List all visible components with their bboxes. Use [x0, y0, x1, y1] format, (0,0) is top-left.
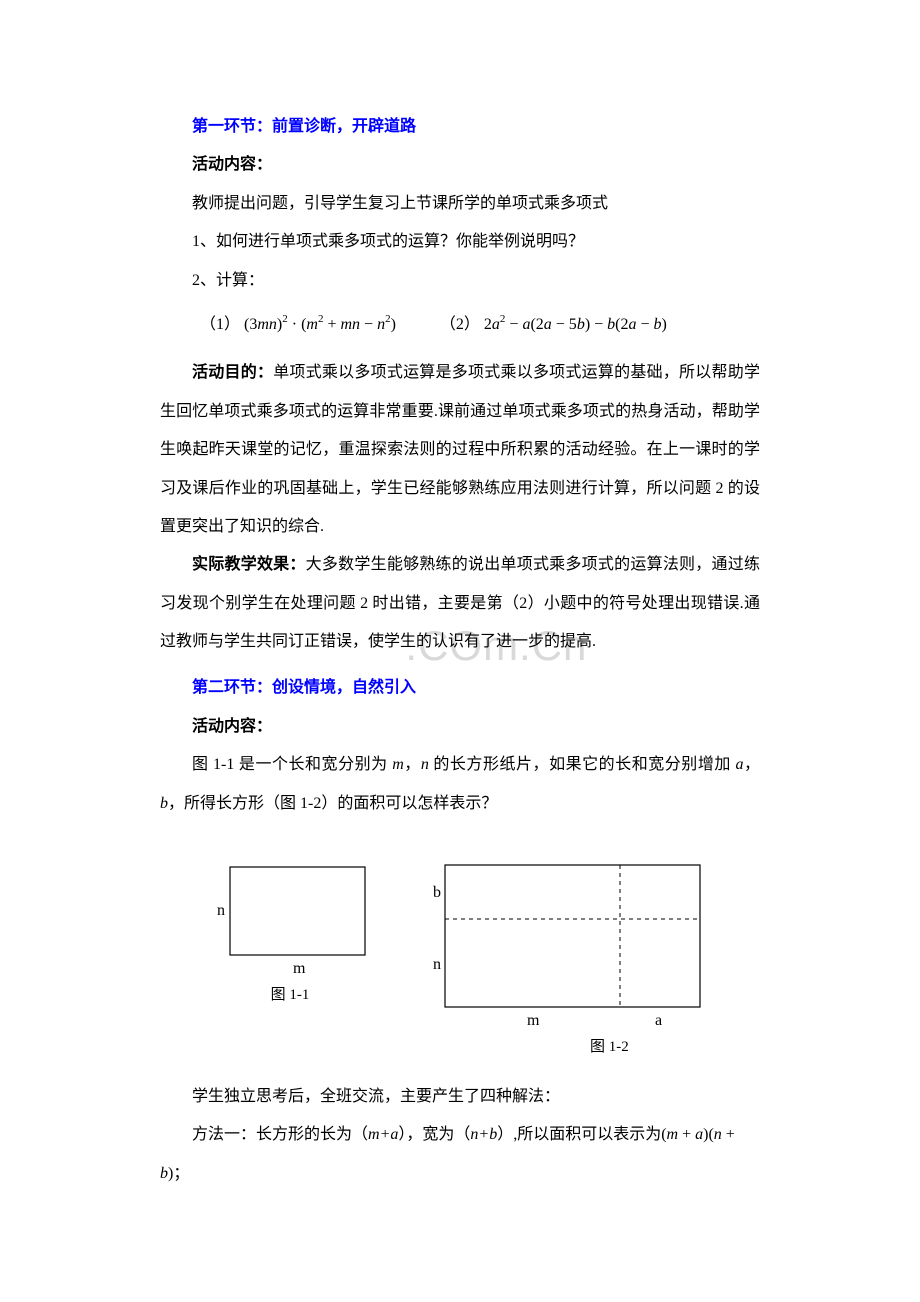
t: +	[722, 1126, 735, 1143]
question-2: 2、计算：	[160, 262, 760, 300]
t: )	[662, 316, 667, 333]
figure-1-1-caption: 图 1-1	[271, 983, 310, 1004]
t: −	[637, 316, 654, 333]
t: ，	[404, 756, 421, 773]
t: ）,所以面积可以表示为	[497, 1126, 661, 1143]
after-figures: 学生独立思考后，全班交流，主要产生了四种解法： 方法一：长方形的长为（m+a），…	[160, 1078, 760, 1193]
t: 图 1-1 是一个长和宽分别为	[192, 756, 392, 773]
t: n	[377, 316, 385, 333]
t: ，	[743, 756, 760, 773]
t: −	[360, 316, 377, 333]
t: b	[607, 316, 615, 333]
t: 2	[318, 313, 324, 325]
section2-intro: 图 1-1 是一个长和宽分别为 m，n 的长方形纸片，如果它的长和宽分别增加 a…	[160, 746, 760, 823]
teaching-effect: 实际教学效果：大多数学生能够熟练的说出单项式乘多项式的运算法则，通过练习发现个别…	[160, 546, 760, 661]
document-body: 第一环节：前置诊断，开辟道路 活动内容： 教师提出问题，引导学生复习上节课所学的…	[160, 108, 760, 823]
figure-1-2: b n m a 图 1-2	[425, 857, 715, 1056]
question-1: 1、如何进行单项式乘多项式的运算？你能举例说明吗？	[160, 223, 760, 261]
t: +	[323, 316, 340, 333]
figure-1-2-svg: b n m a	[425, 857, 715, 1029]
t: b	[160, 795, 168, 812]
t: 的长方形纸片，如果它的长和宽分别增加	[433, 756, 735, 773]
purpose-label: 活动目的：	[192, 364, 273, 381]
section1-intro: 教师提出问题，引导学生复习上节课所学的单项式乘多项式	[160, 185, 760, 223]
t: ），宽为（	[398, 1126, 470, 1143]
fig2-n-label: n	[433, 956, 441, 973]
t: (2	[530, 316, 543, 333]
section1-title: 第一环节：前置诊断，开辟道路	[160, 108, 760, 146]
t: m	[667, 1126, 679, 1143]
fig1-m-label: m	[293, 960, 306, 977]
discussion-intro: 学生独立思考后，全班交流，主要产生了四种解法：	[160, 1078, 760, 1116]
t: m	[392, 756, 404, 773]
t: )	[391, 316, 396, 333]
t: · (	[288, 316, 307, 333]
t: 2	[500, 313, 506, 325]
figure-1-1: n m 图 1-1	[205, 857, 375, 1056]
t: a	[544, 316, 552, 333]
t: − 5	[552, 316, 577, 333]
fig1-n-label: n	[217, 902, 225, 919]
activity-label-1: 活动内容：	[160, 146, 760, 184]
t: 方法一：长方形的长为（	[192, 1126, 368, 1143]
t: 2	[385, 313, 391, 325]
t: m	[306, 316, 318, 333]
figure-1-1-svg: n m	[205, 857, 375, 977]
t: −	[505, 316, 522, 333]
t: ，所得长方形（图 1-2）的面积可以怎样表示？	[168, 795, 497, 812]
t: b	[577, 316, 585, 333]
t: 2	[282, 313, 288, 325]
calc-label-2: （2）	[440, 316, 480, 333]
t: mn	[257, 316, 277, 333]
t: ) −	[585, 316, 607, 333]
method-1: 方法一：长方形的长为（m+a），宽为（n+b）,所以面积可以表示为(m + a)…	[160, 1116, 760, 1193]
t: b	[654, 316, 662, 333]
t: n	[421, 756, 434, 773]
figure-1-2-caption: 图 1-2	[590, 1035, 629, 1056]
fig2-m-label: m	[527, 1012, 540, 1029]
purpose-text: 单项式乘以多项式运算是多项式乘以多项式运算的基础，所以帮助学生回忆单项式乘多项式…	[160, 364, 760, 535]
t: +	[678, 1126, 695, 1143]
t: 2	[484, 316, 492, 333]
activity-label-2: 活动内容：	[160, 708, 760, 746]
section2-title: 第二环节：创设情境，自然引入	[160, 669, 760, 707]
t: b	[160, 1165, 168, 1182]
t: n+b	[470, 1126, 497, 1143]
t: a	[695, 1126, 703, 1143]
calc-expressions: （1） (3mn)2 · (m2 + mn − n2) （2） 2a2 − a(…	[160, 306, 760, 344]
effect-label: 实际教学效果：	[192, 556, 306, 573]
t: a	[629, 316, 637, 333]
t: mn	[340, 316, 360, 333]
calc-label-1: （1）	[200, 316, 240, 333]
t: (2	[615, 316, 628, 333]
figures-row: n m 图 1-1 b n m a 图 1-2	[160, 857, 760, 1056]
t: (3	[244, 316, 257, 333]
t: )(	[703, 1126, 714, 1143]
t: m+a	[368, 1126, 398, 1143]
activity-purpose: 活动目的：单项式乘以多项式运算是多项式乘以多项式运算的基础，所以帮助学生回忆单项…	[160, 354, 760, 546]
fig2-b-label: b	[433, 884, 441, 901]
t: a	[492, 316, 500, 333]
fig2-a-label: a	[655, 1012, 662, 1029]
t: n	[714, 1126, 722, 1143]
t: ；	[173, 1165, 189, 1182]
